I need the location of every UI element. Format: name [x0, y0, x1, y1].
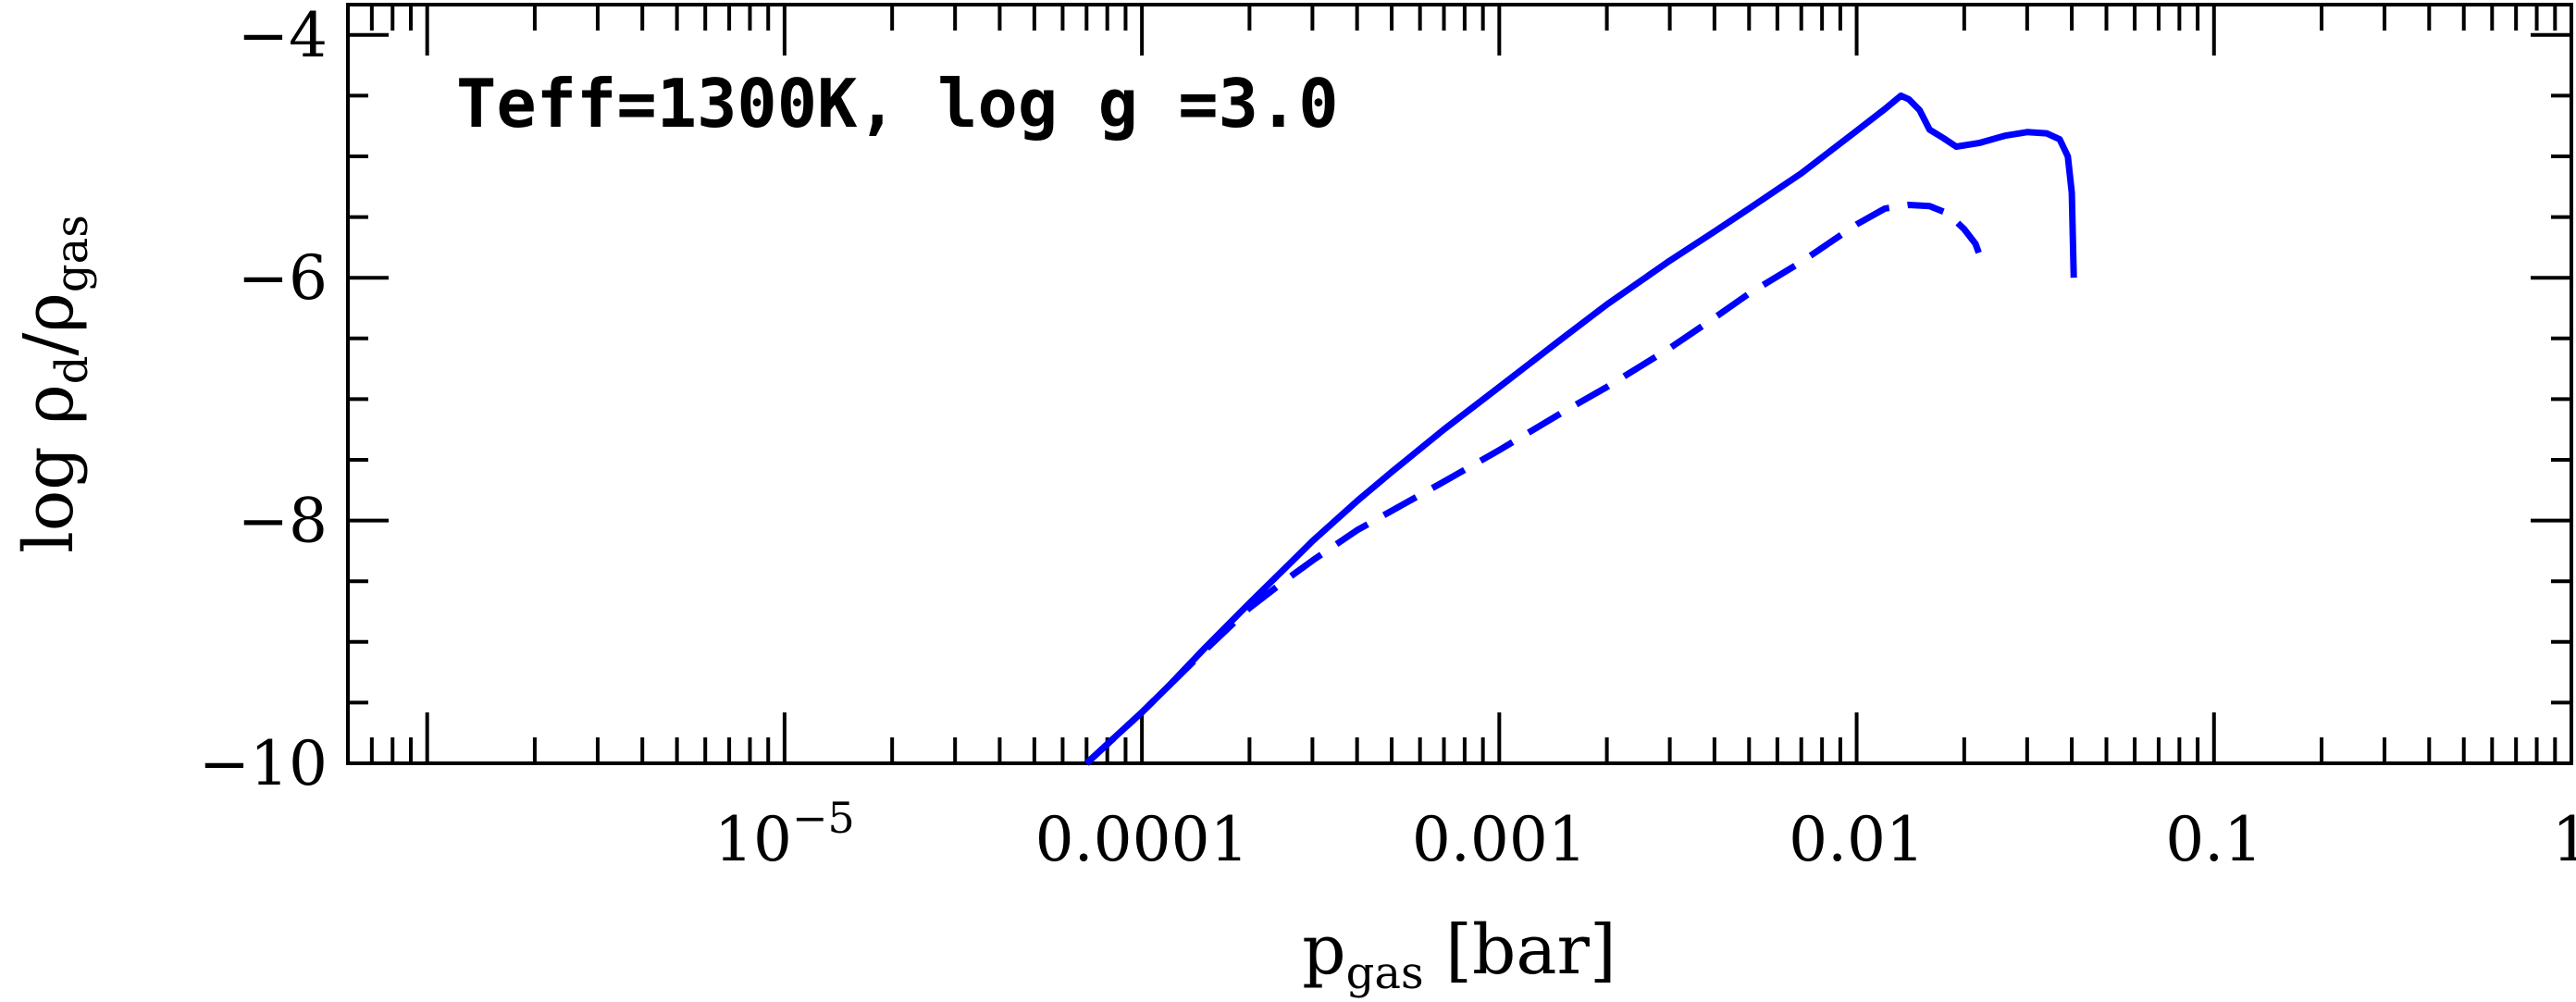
x-axis-ticks: 10−5 0.0001 0.001 0.01 0.1 1: [346, 5, 2576, 875]
series-layer: [1084, 92, 2077, 766]
y-axis-ticks: −10 −8 −6 −4: [199, 0, 2571, 799]
solid-series-line: [1084, 92, 2077, 766]
x-tick-label: 0.001: [1412, 804, 1587, 875]
y-tick-label: −4: [238, 0, 328, 71]
y-axis-label: log ρd/ρgas: [9, 215, 98, 553]
x-tick-label: 10−5: [714, 793, 855, 875]
plot-frame: [346, 3, 2573, 765]
x-tick-label: 0.1: [2165, 804, 2262, 875]
y-tick-label: −8: [238, 486, 328, 557]
y-tick-label: −6: [238, 242, 328, 314]
x-tick-label: 0.0001: [1035, 804, 1249, 875]
x-tick-label: 0.01: [1789, 804, 1925, 875]
chart-annotation: Teff=1300K, log g =3.0: [456, 65, 1339, 142]
x-axis-label: pgas [bar]: [1302, 910, 1616, 999]
y-tick-label: −10: [199, 728, 328, 799]
x-tick-label: 1: [2552, 804, 2576, 875]
dashed-series-line: [1084, 202, 1983, 766]
